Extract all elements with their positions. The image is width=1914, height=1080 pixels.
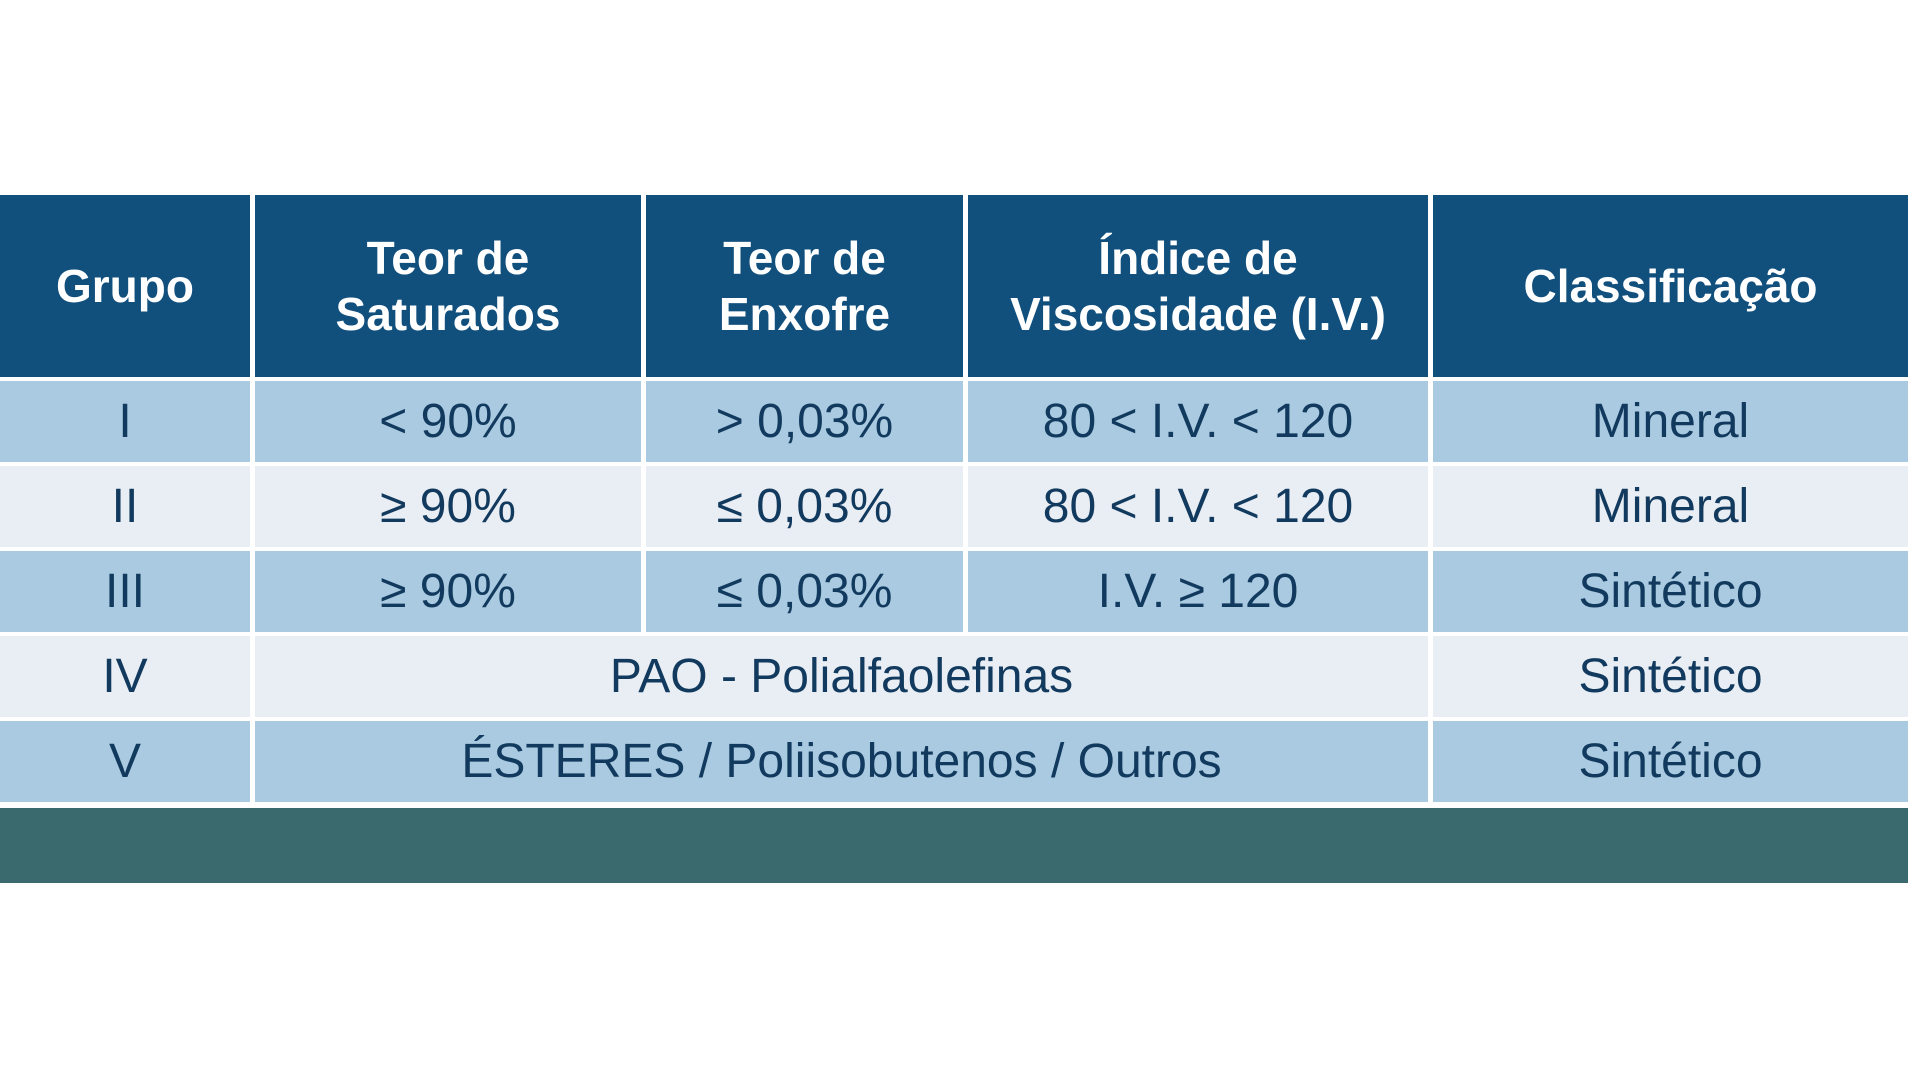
header-grupo: Grupo xyxy=(0,195,250,377)
row-5-classificacao: Sintético xyxy=(1433,721,1908,802)
row-3-enxofre: ≤ 0,03% xyxy=(646,551,963,632)
row-4-classificacao: Sintético xyxy=(1433,636,1908,717)
row-3-classificacao: Sintético xyxy=(1433,551,1908,632)
row-1-grupo: I xyxy=(0,381,250,462)
row-2-enxofre: ≤ 0,03% xyxy=(646,466,963,547)
row-4-descricao: PAO - Polialfaolefinas xyxy=(255,636,1428,717)
row-2-classificacao: Mineral xyxy=(1433,466,1908,547)
row-3-grupo: III xyxy=(0,551,250,632)
row-1-saturados: < 90% xyxy=(255,381,641,462)
row-1-classificacao: Mineral xyxy=(1433,381,1908,462)
row-1-indice-viscosidade: 80 < I.V. < 120 xyxy=(968,381,1428,462)
row-1-enxofre: > 0,03% xyxy=(646,381,963,462)
row-3-indice-viscosidade: I.V. ≥ 120 xyxy=(968,551,1428,632)
base-oil-groups-table: Grupo Teor de Saturados Teor de Enxofre … xyxy=(0,195,1908,802)
header-classificacao: Classificação xyxy=(1433,195,1908,377)
row-3-saturados: ≥ 90% xyxy=(255,551,641,632)
row-2-indice-viscosidade: 80 < I.V. < 120 xyxy=(968,466,1428,547)
header-teor-enxofre: Teor de Enxofre xyxy=(646,195,963,377)
header-indice-viscosidade: Índice de Viscosidade (I.V.) xyxy=(968,195,1428,377)
footer-accent-bar xyxy=(0,808,1908,883)
row-4-grupo: IV xyxy=(0,636,250,717)
row-2-saturados: ≥ 90% xyxy=(255,466,641,547)
row-5-grupo: V xyxy=(0,721,250,802)
row-5-descricao: ÉSTERES / Poliisobutenos / Outros xyxy=(255,721,1428,802)
header-teor-saturados: Teor de Saturados xyxy=(255,195,641,377)
row-2-grupo: II xyxy=(0,466,250,547)
